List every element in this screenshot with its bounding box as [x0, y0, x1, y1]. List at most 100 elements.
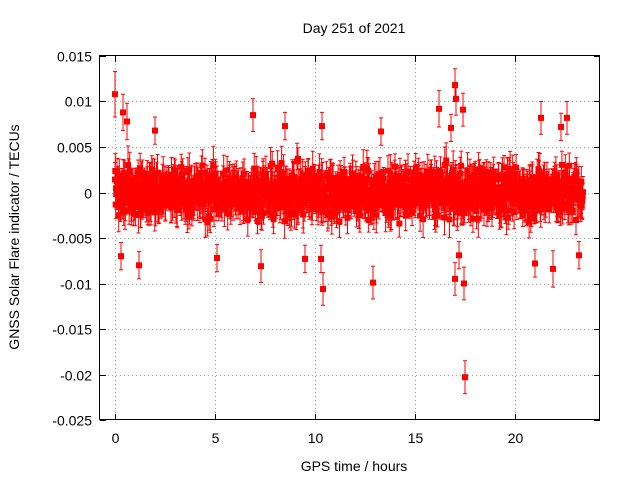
data-point	[448, 171, 455, 177]
y-tick-label: -0.005	[52, 231, 92, 247]
data-point	[434, 212, 441, 219]
data-point	[538, 114, 544, 121]
data-point	[504, 192, 511, 198]
data-point	[143, 188, 150, 195]
data-point	[537, 201, 544, 208]
data-point	[471, 172, 478, 179]
data-point	[125, 195, 132, 202]
data-point	[118, 253, 124, 260]
data-point	[167, 196, 174, 203]
data-point	[537, 206, 544, 213]
data-point	[254, 218, 261, 224]
data-point	[529, 177, 536, 184]
data-point	[280, 170, 287, 177]
data-point	[446, 216, 453, 223]
x-tick-label: 5	[212, 430, 220, 446]
data-point	[459, 192, 466, 198]
data-point	[332, 180, 339, 187]
data-point	[458, 162, 465, 169]
data-point	[126, 167, 133, 174]
data-point	[121, 171, 128, 178]
data-point	[305, 171, 312, 178]
data-point	[302, 255, 308, 262]
data-point	[115, 212, 122, 219]
data-point	[388, 208, 395, 215]
data-point	[479, 202, 485, 209]
data-point	[349, 170, 356, 177]
data-point	[129, 177, 136, 184]
data-point	[561, 193, 568, 200]
data-point	[330, 175, 337, 182]
data-point	[383, 188, 389, 195]
data-point	[519, 211, 526, 218]
data-point	[566, 177, 573, 184]
data-point	[316, 176, 323, 183]
data-point	[385, 184, 392, 191]
data-point	[274, 165, 281, 172]
data-point	[176, 190, 183, 197]
data-point	[301, 200, 308, 207]
data-point	[199, 162, 206, 169]
y-axis-label: GNSS Solar Flare indicator / TECUs	[6, 124, 22, 349]
data-point	[138, 204, 145, 211]
data-point	[197, 174, 204, 181]
data-point	[220, 170, 227, 177]
data-point	[558, 161, 565, 168]
data-point	[433, 207, 440, 214]
data-point	[281, 194, 288, 201]
data-point	[509, 200, 516, 207]
data-point	[365, 167, 372, 174]
data-point	[428, 174, 435, 181]
data-point	[212, 170, 219, 177]
data-point	[283, 176, 290, 182]
data-point	[502, 207, 509, 214]
data-point	[398, 202, 404, 209]
data-point	[355, 206, 362, 213]
data-point	[262, 171, 269, 178]
data-point	[535, 197, 542, 204]
data-point	[470, 187, 477, 194]
data-point	[171, 167, 178, 174]
data-point	[308, 198, 314, 205]
data-point	[416, 193, 423, 200]
data-point	[569, 207, 576, 214]
data-point	[336, 204, 343, 211]
data-point	[315, 180, 322, 187]
data-point	[378, 128, 384, 135]
data-point	[467, 205, 474, 212]
data-point	[370, 279, 376, 286]
data-point	[207, 215, 214, 222]
data-point	[462, 374, 468, 381]
data-point	[124, 118, 130, 125]
y-tick-label: 0.01	[65, 94, 92, 110]
data-point	[501, 164, 508, 171]
data-point	[251, 165, 258, 172]
data-point	[370, 183, 377, 190]
data-point	[255, 198, 262, 205]
data-point	[533, 204, 540, 211]
data-point	[361, 180, 368, 187]
data-point	[152, 127, 158, 134]
data-point	[309, 165, 316, 172]
data-point	[320, 286, 326, 292]
data-point	[291, 182, 298, 189]
data-point	[417, 212, 424, 219]
data-point	[476, 191, 482, 198]
data-point	[162, 199, 169, 206]
data-point	[319, 206, 326, 213]
data-point	[112, 91, 118, 98]
data-point	[448, 124, 454, 131]
data-point	[505, 207, 512, 214]
data-point	[505, 214, 512, 221]
data-point	[436, 105, 442, 112]
data-point	[532, 260, 538, 267]
data-point	[564, 114, 570, 121]
data-point	[211, 206, 217, 213]
data-point	[156, 205, 163, 212]
data-point	[115, 193, 122, 200]
data-point	[239, 175, 246, 182]
data-point	[328, 213, 335, 220]
data-point	[536, 169, 543, 176]
data-point	[179, 170, 186, 177]
